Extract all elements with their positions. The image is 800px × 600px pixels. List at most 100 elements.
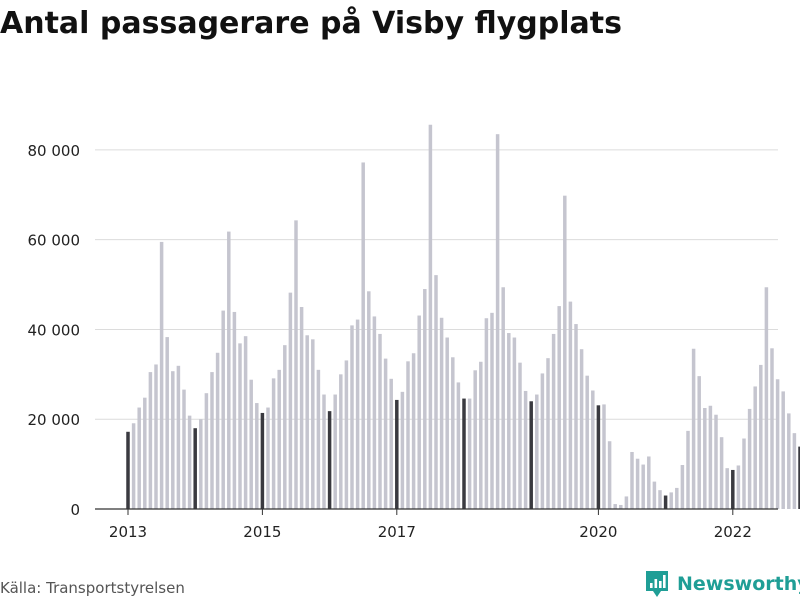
bar xyxy=(277,369,281,509)
bar xyxy=(624,496,629,509)
bar xyxy=(714,414,718,509)
bar xyxy=(512,337,517,509)
bar xyxy=(691,348,696,509)
x-tick-label: 2015 xyxy=(243,523,281,541)
bar xyxy=(434,275,438,509)
bar xyxy=(787,413,791,509)
bar xyxy=(753,386,757,509)
y-tick-label: 0 xyxy=(70,501,80,519)
bar xyxy=(736,465,741,509)
bar xyxy=(232,311,237,509)
chart-title: Antal passagerare på Visby flygplats xyxy=(0,6,622,41)
bar xyxy=(529,401,533,509)
bar xyxy=(126,431,130,509)
bar xyxy=(585,375,589,509)
bar xyxy=(406,361,410,509)
bar xyxy=(395,399,399,509)
bar xyxy=(283,345,287,509)
bar xyxy=(288,292,293,509)
bar xyxy=(607,441,612,509)
bar xyxy=(630,451,634,509)
bar xyxy=(182,389,186,509)
bar xyxy=(579,349,584,509)
x-tick-label: 2022 xyxy=(714,523,752,541)
bar xyxy=(350,325,354,509)
x-tick-label: 2020 xyxy=(579,523,617,541)
bar xyxy=(355,319,360,509)
bar xyxy=(725,468,729,509)
bar xyxy=(719,437,724,509)
bar xyxy=(495,134,500,509)
bar xyxy=(428,124,433,509)
bar xyxy=(327,411,332,509)
bar xyxy=(490,312,494,509)
y-tick-label: 60 000 xyxy=(28,232,81,250)
bar xyxy=(411,353,416,509)
bar xyxy=(697,376,701,509)
bar xyxy=(619,504,623,509)
bar xyxy=(770,348,774,509)
x-axis: 201320152017202020222024 xyxy=(95,508,778,541)
bar xyxy=(137,407,141,509)
bar xyxy=(708,405,713,509)
brand-logo[interactable]: Newsworthy xyxy=(644,568,800,600)
newsworthy-logo-icon xyxy=(646,571,668,597)
bar xyxy=(389,378,393,509)
bar xyxy=(294,220,298,510)
bar xyxy=(523,390,528,509)
bar xyxy=(215,352,220,509)
bar xyxy=(154,364,158,509)
bar xyxy=(484,318,489,509)
brand-name: Newsworthy xyxy=(677,573,800,595)
bar xyxy=(467,398,472,509)
bar xyxy=(456,382,461,509)
bar xyxy=(400,391,405,509)
bar xyxy=(271,378,276,509)
bar xyxy=(221,310,225,509)
bar xyxy=(148,372,153,509)
bar xyxy=(249,379,253,509)
bar xyxy=(299,307,304,509)
bar xyxy=(540,373,545,509)
x-tick-label: 2013 xyxy=(109,523,147,541)
bar xyxy=(747,408,752,509)
bar xyxy=(311,339,315,509)
bar xyxy=(187,415,192,509)
bar xyxy=(613,504,617,509)
bar xyxy=(417,315,421,509)
bar xyxy=(798,446,800,509)
bar xyxy=(635,458,640,509)
bar xyxy=(344,360,349,509)
bar xyxy=(159,241,164,509)
bar xyxy=(462,398,466,509)
bar xyxy=(563,195,567,509)
bar xyxy=(171,371,175,509)
bar xyxy=(507,333,511,509)
bar xyxy=(238,343,242,509)
bars xyxy=(126,124,800,510)
bar xyxy=(143,397,147,509)
bar xyxy=(479,361,483,509)
bar xyxy=(568,301,573,509)
bar xyxy=(641,464,645,509)
bar xyxy=(731,469,735,509)
bar xyxy=(535,394,539,509)
bar xyxy=(764,287,769,509)
bar xyxy=(557,306,561,509)
bar xyxy=(596,405,601,509)
bar xyxy=(686,430,690,509)
bar xyxy=(361,162,365,509)
bar xyxy=(339,374,343,509)
bar xyxy=(210,372,214,509)
bar xyxy=(591,390,595,509)
bar xyxy=(260,412,265,509)
y-axis-tick-labels: 0 20 000 40 000 60 000 80 000 xyxy=(28,142,81,519)
bar xyxy=(243,336,248,509)
bar xyxy=(423,289,427,509)
bar xyxy=(473,370,477,509)
bar xyxy=(680,465,685,509)
bar xyxy=(333,394,337,509)
bar xyxy=(322,394,326,509)
bar xyxy=(658,490,662,509)
